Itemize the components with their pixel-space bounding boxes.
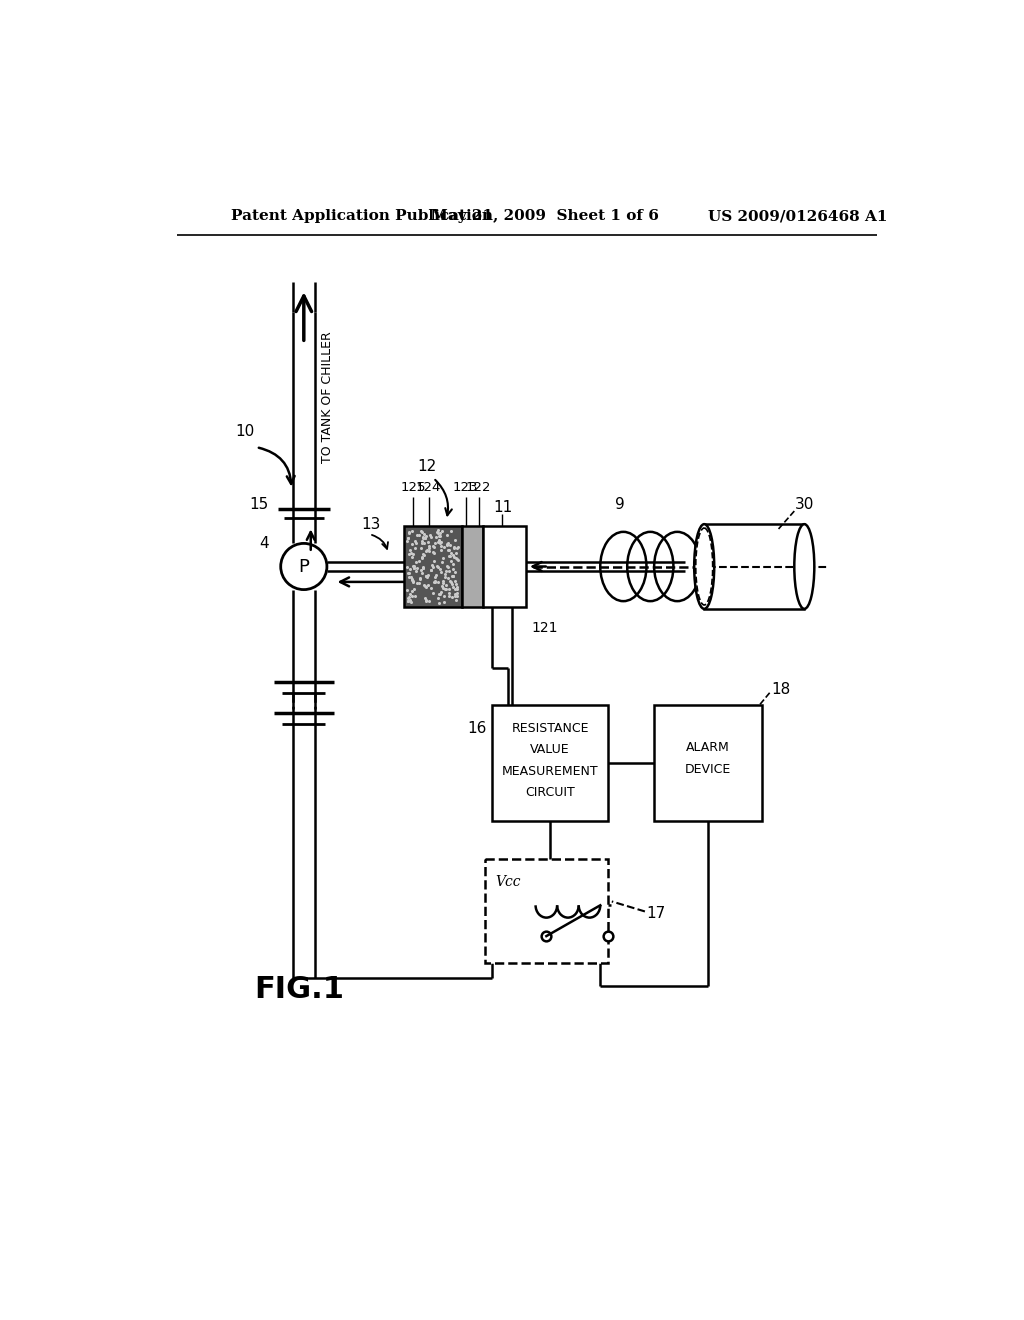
Text: 121: 121 bbox=[531, 622, 558, 635]
Text: 123: 123 bbox=[453, 482, 478, 495]
Text: 11: 11 bbox=[493, 500, 512, 515]
Bar bbox=[462, 527, 483, 607]
Bar bbox=[705, 524, 804, 609]
Text: US 2009/0126468 A1: US 2009/0126468 A1 bbox=[708, 209, 888, 223]
Text: P: P bbox=[298, 557, 309, 576]
Text: 9: 9 bbox=[614, 498, 625, 512]
Text: RESISTANCE: RESISTANCE bbox=[511, 722, 589, 735]
Text: Patent Application Publication: Patent Application Publication bbox=[230, 209, 493, 223]
Bar bbox=[403, 527, 462, 607]
Text: 15: 15 bbox=[249, 498, 268, 512]
Text: ALARM: ALARM bbox=[686, 741, 730, 754]
Bar bbox=[654, 705, 762, 821]
Ellipse shape bbox=[694, 524, 714, 609]
Bar bbox=[484, 859, 608, 964]
Bar bbox=[483, 527, 525, 607]
Text: Vcc: Vcc bbox=[496, 875, 520, 890]
Text: 10: 10 bbox=[234, 424, 254, 440]
Text: DEVICE: DEVICE bbox=[685, 763, 731, 776]
Text: May 21, 2009  Sheet 1 of 6: May 21, 2009 Sheet 1 of 6 bbox=[431, 209, 658, 223]
Text: 17: 17 bbox=[646, 906, 666, 920]
Text: 12: 12 bbox=[418, 459, 436, 474]
Bar bbox=[493, 705, 608, 821]
Text: 16: 16 bbox=[467, 721, 486, 735]
Text: MEASUREMENT: MEASUREMENT bbox=[502, 764, 598, 777]
Text: 18: 18 bbox=[771, 682, 791, 697]
Ellipse shape bbox=[795, 524, 814, 609]
Text: 125: 125 bbox=[400, 482, 426, 495]
Text: 30: 30 bbox=[795, 498, 814, 512]
Text: 4: 4 bbox=[259, 536, 268, 550]
Text: 124: 124 bbox=[416, 482, 441, 495]
Text: VALUE: VALUE bbox=[530, 743, 570, 756]
Text: TO TANK OF CHILLER: TO TANK OF CHILLER bbox=[321, 331, 334, 463]
Text: FIG.1: FIG.1 bbox=[254, 975, 344, 1005]
Text: 13: 13 bbox=[361, 516, 381, 532]
Text: CIRCUIT: CIRCUIT bbox=[525, 787, 575, 800]
Text: 122: 122 bbox=[466, 482, 492, 495]
